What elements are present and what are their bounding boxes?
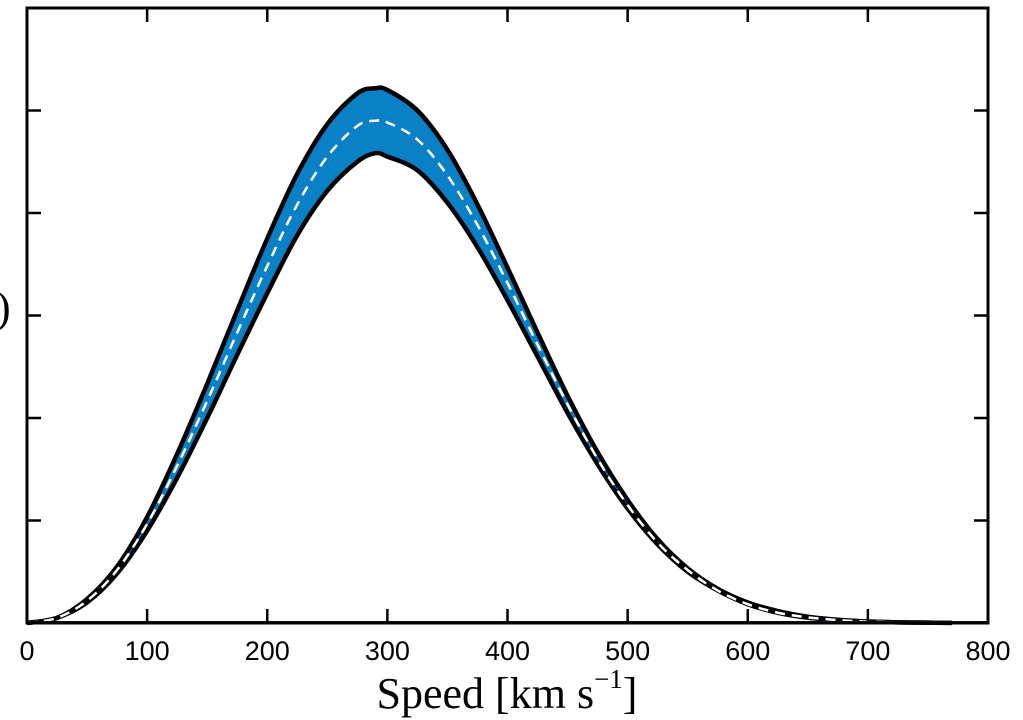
x-tick-label: 100 <box>125 636 170 666</box>
x-tick-label: 600 <box>725 636 770 666</box>
x-axis-label: Speed [km s−1] <box>377 664 638 718</box>
y-axis-label-fragment: ) <box>0 283 11 332</box>
x-axis-label-main: Speed [km s <box>377 669 595 718</box>
x-tick-label: 400 <box>485 636 530 666</box>
median-line <box>26 118 952 625</box>
lower-bound-line <box>26 150 952 626</box>
axis-ticks <box>25 6 990 625</box>
plot-area <box>26 85 988 626</box>
plot-frame <box>25 6 990 625</box>
x-tick-label: 300 <box>365 636 410 666</box>
upper-bound-line <box>26 85 952 626</box>
x-axis-label-superscript: −1 <box>594 664 623 694</box>
x-tick-labels: 0 100 200 300 400 500 600 700 800 <box>19 636 1010 666</box>
x-tick-label: 200 <box>245 636 290 666</box>
x-tick-label: 0 <box>19 636 34 666</box>
uncertainty-band <box>27 87 952 624</box>
x-axis-label-suffix: ] <box>623 669 638 718</box>
x-tick-label: 500 <box>605 636 650 666</box>
x-tick-label: 800 <box>965 636 1010 666</box>
x-tick-label: 700 <box>845 636 890 666</box>
